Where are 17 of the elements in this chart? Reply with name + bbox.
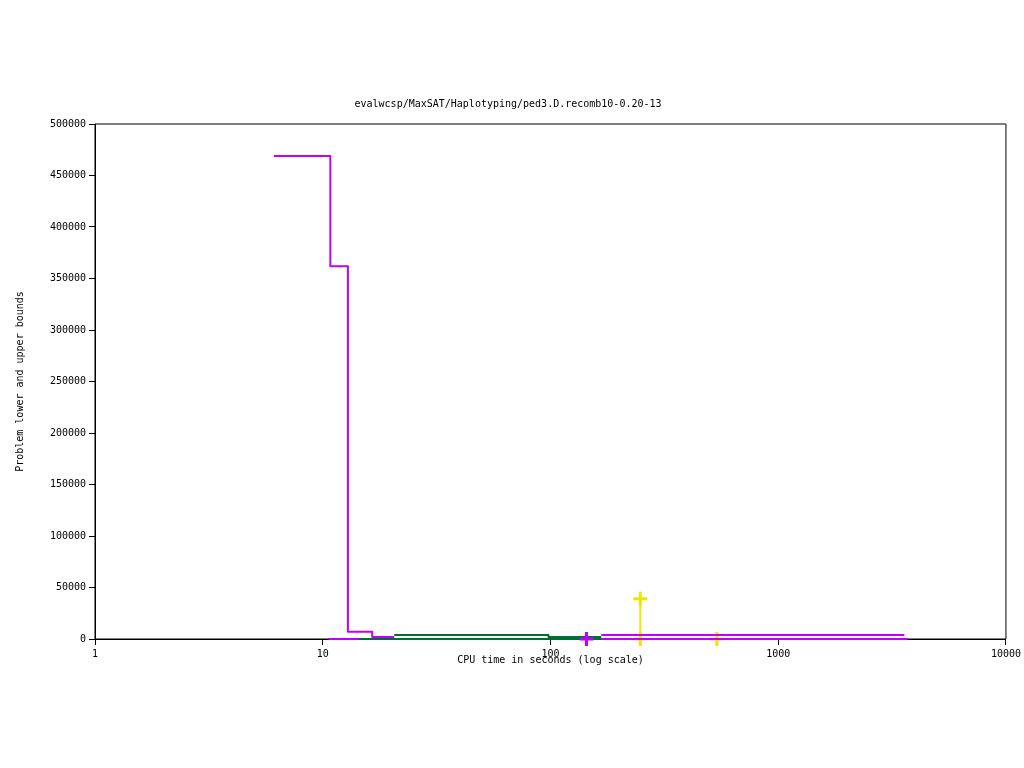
y-tick-label: 500000	[49, 117, 86, 129]
y-tick-label: 0	[79, 632, 86, 644]
x-tick-label: 10	[316, 647, 329, 659]
x-tick-label: 10000	[990, 647, 1021, 659]
x-tick-label: 1000	[766, 647, 791, 659]
y-tick-label: 150000	[49, 478, 86, 490]
y-tick-label: 350000	[49, 272, 86, 284]
x-tick-label: 1	[91, 647, 99, 659]
y-tick-label: 50000	[55, 581, 86, 593]
y-axis-title: Problem lower and upper bounds	[13, 291, 25, 472]
chart-title: evalwcsp/MaxSAT/Haplotyping/ped3.D.recomb10-0.20-13	[354, 97, 662, 109]
y-tick-label: 250000	[49, 375, 86, 387]
y-tick-label: 400000	[49, 220, 86, 232]
y-tick-label: 300000	[49, 323, 86, 335]
y-tick-label: 200000	[49, 426, 86, 438]
y-tick-label: 450000	[49, 169, 86, 181]
y-tick-label: 100000	[49, 529, 86, 541]
